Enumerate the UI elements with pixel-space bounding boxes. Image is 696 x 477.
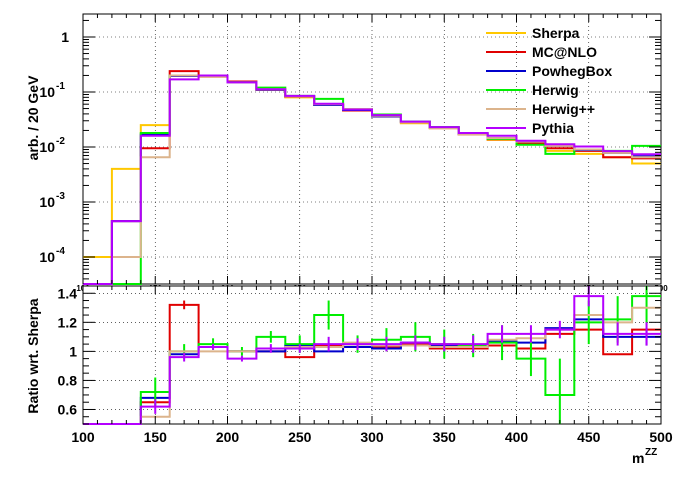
legend: Sherpa MC@NLO PowhegBox Herwig Herwig++ Pythi… [486,25,612,136]
bottom-xtick-label: 200 [216,429,240,445]
bottom-xtick-label: 400 [505,429,529,445]
top-ytick-exp: -4 [56,246,65,257]
top-ytick-base: 10 [39,139,55,155]
top-ytick-base: 10 [39,84,55,100]
legend-label: PowhegBox [532,63,612,79]
top-ytick-label: 10 -2 [39,136,65,155]
bottom-y-axis-title: Ratio wrt. Sherpa [25,298,41,413]
top-ytick-base: 10 [39,249,55,265]
top-ticks [82,14,662,284]
bottom-xtick-label: 150 [144,429,168,445]
x-axis-title: m ZZ [632,447,657,466]
x-axis-title-main: m [632,450,644,466]
bottom-ytick-label: 0.8 [58,372,78,388]
top-grid [83,14,661,284]
bottom-ytick-label: 1.2 [58,314,78,330]
top-ytick-label: 10 -1 [39,81,65,100]
bottom-ytick-labels: 1.4 1.2 1 0.8 0.6 [58,285,78,417]
top-ytick-label: 10 -3 [39,191,65,210]
legend-label: Herwig [532,82,579,98]
top-panel: 1 10 -1 10 -2 10 -3 10 -4 10015020025030… [25,13,668,293]
bottom-panel: 1.4 1.2 1 0.8 0.6 100 150 200 250 300 350 400 450 50… [25,285,673,466]
bottom-series [83,286,661,425]
bottom-xtick-label: 500 [649,429,673,445]
legend-label: MC@NLO [532,44,597,60]
top-ytick-label: 1 [61,29,69,45]
top-ytick-base: 10 [39,194,55,210]
bottom-xtick-label: 350 [433,429,457,445]
bottom-ticks [82,286,662,425]
top-ytick-label: 10 -4 [39,246,65,265]
top-ytick-exp: -2 [56,136,65,147]
bottom-xtick-labels: 100 150 200 250 300 350 400 450 500 [71,429,673,445]
bottom-xtick-label: 100 [71,429,95,445]
bottom-ytick-label: 0.6 [58,401,78,417]
top-ytick-exp: -3 [56,191,65,202]
bottom-xtick-label: 450 [577,429,601,445]
bottom-xtick-label: 300 [360,429,384,445]
top-series [83,70,661,285]
top-ytick-exp: -1 [56,81,65,92]
bottom-ytick-label: 1 [69,343,77,359]
legend-label: Sherpa [532,25,580,41]
bottom-ytick-label: 1.4 [58,285,78,301]
series-line-pythia [83,74,661,285]
ratio-line-pythia [83,295,661,425]
x-axis-title-sup: ZZ [645,447,657,458]
bottom-xtick-label: 250 [288,429,312,445]
legend-label: Pythia [532,120,574,136]
top-y-axis-title: arb. / 20 GeV [25,75,41,160]
legend-label: Herwig++ [532,101,595,117]
